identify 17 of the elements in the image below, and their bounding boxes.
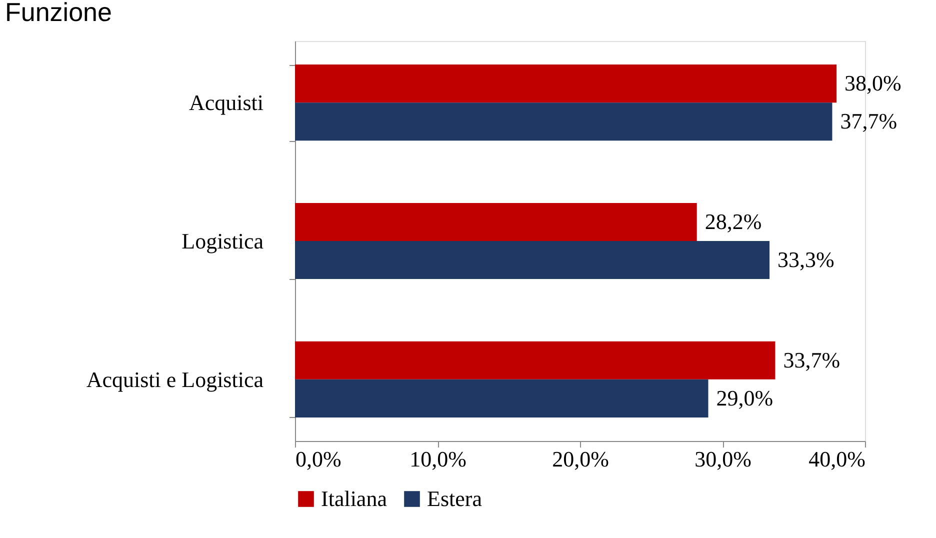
data-label: 29,0% xyxy=(716,385,774,410)
x-tick-label: 30,0% xyxy=(694,446,752,472)
data-label: 33,3% xyxy=(778,247,834,272)
x-tick-label: 40,0% xyxy=(808,446,866,472)
data-label: 33,7% xyxy=(783,347,840,372)
y-tick-label: Logistica xyxy=(182,228,264,254)
legend-label: Italiana xyxy=(321,486,388,511)
x-tick-label: 20,0% xyxy=(552,446,609,472)
data-label: 28,2% xyxy=(704,208,762,234)
legend-label: Estera xyxy=(427,486,482,511)
data-label: 37,7% xyxy=(840,108,898,134)
text: Funzione xyxy=(5,0,112,27)
x-tick-label: 10,0% xyxy=(410,446,466,472)
y-tick-label: Acquisti e Logistica xyxy=(86,366,264,392)
y-tick-label: Acquisti xyxy=(188,90,264,116)
data-label: 38,0% xyxy=(844,70,902,96)
x-tick-label: 0,0% xyxy=(296,446,342,472)
